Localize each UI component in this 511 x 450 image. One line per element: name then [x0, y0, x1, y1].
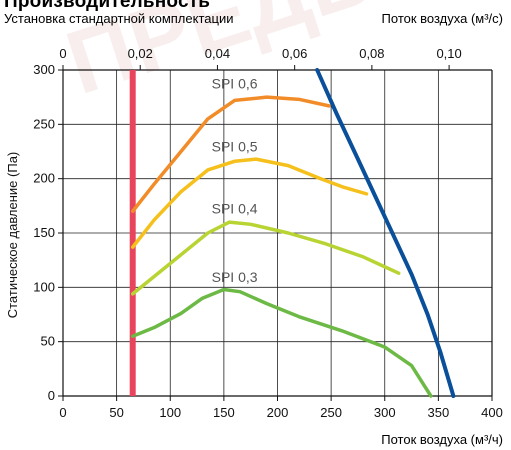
x-tick-label-50: 50 — [109, 405, 123, 420]
y-tick-label-150: 150 — [33, 225, 55, 240]
x-tick-label-400: 400 — [481, 405, 503, 420]
x-tick-label-300: 300 — [374, 405, 396, 420]
series-lines — [129, 68, 456, 398]
page-title: Производительность — [4, 0, 211, 12]
y-axis-title: Статическое давление (Па) — [5, 152, 20, 319]
x2-tick-label-3: 0,06 — [282, 46, 307, 61]
series-label-1: SPI 0,5 — [212, 139, 258, 155]
series-label-0: SPI 0,6 — [212, 75, 258, 91]
y-tick-label-250: 250 — [33, 116, 55, 131]
x-tick-label-0: 0 — [59, 405, 66, 420]
series-labels: SPI 0,6 SPI 0,5 SPI 0,4 SPI 0,3 — [212, 75, 258, 284]
x-tick-label-350: 350 — [428, 405, 450, 420]
top-axis-title: Поток воздуха (м³/с) — [381, 11, 503, 26]
y-tick-label-100: 100 — [33, 279, 55, 294]
series-line-4 — [315, 68, 456, 398]
x2-tick-label-4: 0,08 — [359, 46, 384, 61]
y-tick-label-50: 50 — [41, 334, 55, 349]
x-tick-label-150: 150 — [213, 405, 235, 420]
series-line-2 — [130, 220, 401, 296]
bottom-axis-title: Поток воздуха (м³/ч) — [381, 432, 503, 447]
page-subtitle: Установка стандартной комплектации — [4, 11, 234, 26]
y-tick-label-300: 300 — [33, 62, 55, 77]
x-tick-label-250: 250 — [320, 405, 342, 420]
x2-tick-label-0: 0 — [59, 46, 66, 61]
series-line-0 — [130, 95, 331, 214]
series-line-3 — [130, 287, 433, 398]
y-tick-label-0: 0 — [48, 388, 55, 403]
x2-tick-label-5: 0,10 — [436, 46, 461, 61]
x-tick-label-100: 100 — [159, 405, 181, 420]
series-line-1 — [130, 157, 369, 249]
x2-tick-label-1: 0,02 — [128, 46, 153, 61]
x-tick-label-200: 200 — [267, 405, 289, 420]
x2-tick-label-2: 0,04 — [205, 46, 230, 61]
series-label-2: SPI 0,4 — [212, 200, 258, 216]
series-label-3: SPI 0,3 — [212, 269, 258, 285]
grid-lines — [62, 69, 493, 397]
y-tick-label-200: 200 — [33, 171, 55, 186]
